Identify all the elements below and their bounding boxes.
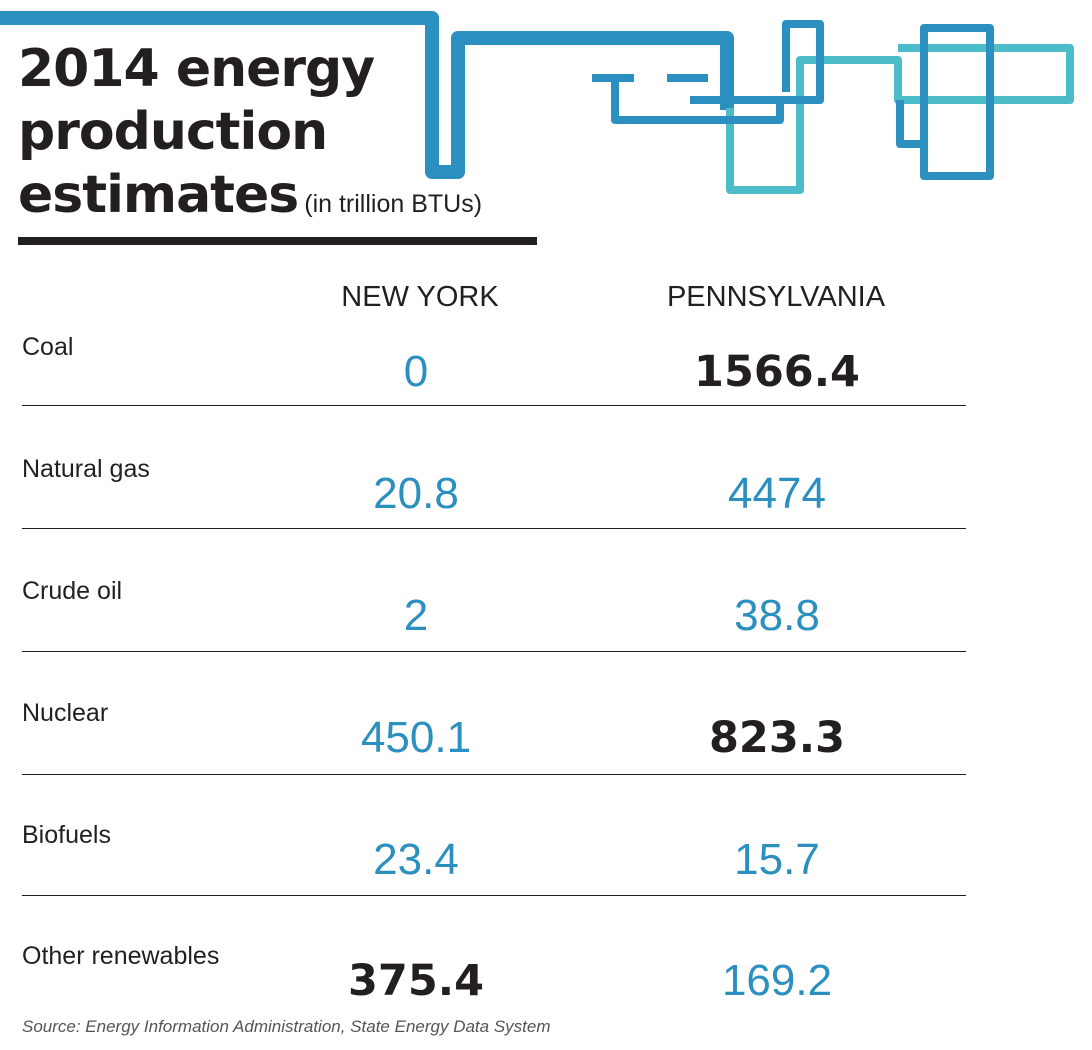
row-divider bbox=[22, 651, 966, 652]
pipe-dark-loop bbox=[920, 24, 994, 180]
cell-pennsylvania: 38.8 bbox=[734, 591, 820, 640]
cell-pennsylvania: 4474 bbox=[728, 469, 826, 518]
row-label: Crude oil bbox=[22, 577, 123, 605]
row-divider bbox=[22, 774, 966, 775]
cell-new-york: 0 bbox=[403, 347, 429, 396]
cell-new-york: 2 bbox=[403, 591, 429, 640]
pipe-dark-stub bbox=[896, 100, 924, 148]
title-rule bbox=[18, 237, 537, 245]
row-divider bbox=[22, 405, 966, 406]
row-label: Natural gas bbox=[22, 455, 150, 483]
pipe-branch-1 bbox=[592, 74, 784, 124]
pipe-light-a bbox=[726, 56, 902, 194]
cell-pennsylvania: 823.3 bbox=[708, 713, 845, 763]
table-row: Natural gas 20.8 4474 bbox=[0, 455, 1092, 518]
title-line-1: 2014 energy bbox=[18, 39, 375, 99]
table-row: Coal 0 1566.4 bbox=[0, 333, 1092, 397]
cell-new-york: 450.1 bbox=[360, 713, 472, 762]
table-row: Other renewables 375.4 169.2 bbox=[0, 942, 1092, 1006]
column-header-ny: NEW YORK bbox=[341, 281, 499, 313]
title-line-2: production bbox=[18, 102, 328, 162]
page-title: 2014 energy production estimates (in tril… bbox=[18, 38, 482, 236]
title-line-3-text: estimates bbox=[18, 165, 299, 225]
row-divider bbox=[22, 528, 966, 529]
cell-pennsylvania: 169.2 bbox=[721, 956, 833, 1005]
cell-pennsylvania: 1566.4 bbox=[694, 347, 860, 397]
pipe-light-c bbox=[894, 44, 1074, 104]
cell-new-york: 20.8 bbox=[373, 469, 459, 518]
title-line-3: estimates (in trillion BTUs) bbox=[18, 164, 482, 236]
row-divider bbox=[22, 895, 966, 896]
cell-new-york: 23.4 bbox=[373, 835, 459, 884]
row-label: Biofuels bbox=[22, 821, 111, 849]
table-row: Biofuels 23.4 15.7 bbox=[0, 821, 1092, 884]
row-label: Coal bbox=[22, 333, 74, 361]
column-header-pa: PENNSYLVANIA bbox=[666, 281, 886, 313]
cell-new-york: 375.4 bbox=[347, 956, 484, 1006]
cell-pennsylvania: 15.7 bbox=[734, 835, 820, 884]
source-note: Source: Energy Information Administratio… bbox=[22, 1017, 551, 1036]
table-row: Crude oil 2 38.8 bbox=[0, 577, 1092, 640]
table-row: Nuclear 450.1 823.3 bbox=[0, 699, 1092, 763]
row-label: Other renewables bbox=[22, 942, 220, 970]
row-label: Nuclear bbox=[22, 699, 109, 727]
pipe-main bbox=[0, 11, 734, 179]
units-subtitle: (in trillion BTUs) bbox=[304, 190, 483, 218]
pipes-decoration bbox=[0, 11, 1074, 194]
